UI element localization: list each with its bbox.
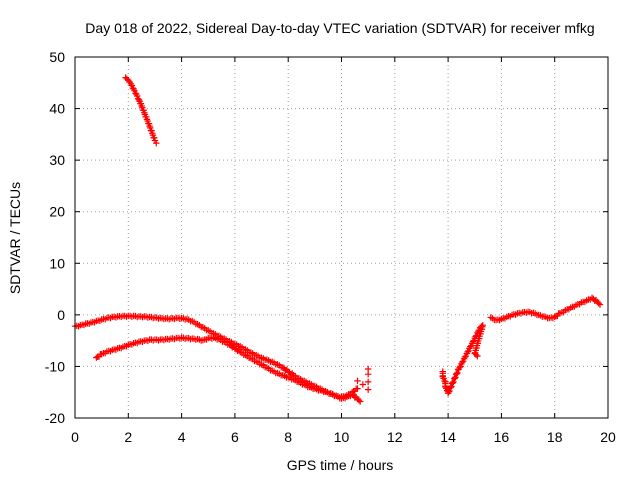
data-point bbox=[459, 358, 466, 366]
x-tick-label: 4 bbox=[178, 429, 186, 445]
data-point bbox=[448, 383, 455, 390]
y-tick-labels: -20 -10 0 10 20 30 40 50 bbox=[45, 49, 65, 426]
data-point bbox=[461, 353, 469, 361]
data-point bbox=[359, 381, 367, 388]
data-point bbox=[474, 352, 481, 360]
data-point bbox=[354, 377, 361, 385]
data-point bbox=[450, 378, 457, 386]
y-tick-label: -20 bbox=[45, 410, 65, 426]
x-tick-labels: 0 2 4 6 8 10 12 14 16 18 20 bbox=[71, 429, 616, 445]
x-axis-label: GPS time / hours bbox=[287, 457, 394, 473]
y-tick-label: -10 bbox=[45, 358, 65, 374]
data-point bbox=[448, 380, 456, 387]
data-point bbox=[454, 369, 461, 377]
data-point bbox=[595, 300, 602, 307]
data-point bbox=[453, 370, 460, 377]
grid bbox=[75, 57, 608, 418]
data-point bbox=[596, 301, 604, 308]
y-tick-label: 40 bbox=[49, 101, 65, 117]
y-tick-label: 30 bbox=[49, 152, 65, 168]
data-point bbox=[450, 375, 458, 383]
data-point bbox=[464, 348, 471, 356]
y-tick-label: 20 bbox=[49, 204, 65, 220]
data-point bbox=[446, 387, 453, 395]
x-tick-label: 0 bbox=[71, 429, 79, 445]
data-point bbox=[153, 139, 160, 147]
data-point bbox=[472, 351, 480, 359]
data-point bbox=[447, 383, 454, 391]
data-point bbox=[356, 398, 364, 405]
data-point bbox=[445, 388, 452, 395]
y-tick-label: 10 bbox=[49, 255, 65, 271]
x-tick-label: 2 bbox=[124, 429, 132, 445]
x-tick-label: 8 bbox=[284, 429, 292, 445]
y-axis-label: SDTVAR / TECUs bbox=[7, 182, 23, 294]
data-point bbox=[364, 378, 372, 386]
data-point bbox=[364, 386, 372, 393]
x-tick-label: 16 bbox=[494, 429, 510, 445]
chart-title: Day 018 of 2022, Sidereal Day-to-day VTE… bbox=[85, 20, 594, 36]
data-point bbox=[467, 343, 474, 350]
data-point bbox=[449, 379, 456, 386]
data-marks bbox=[71, 74, 604, 405]
data-point bbox=[446, 384, 454, 392]
ticks bbox=[74, 56, 609, 419]
data-point bbox=[364, 370, 372, 378]
x-tick-label: 18 bbox=[547, 429, 563, 445]
y-tick-label: 0 bbox=[57, 307, 65, 323]
data-point bbox=[452, 374, 459, 381]
data-point bbox=[355, 397, 363, 404]
x-tick-label: 12 bbox=[387, 429, 403, 445]
x-tick-label: 20 bbox=[600, 429, 616, 445]
data-point bbox=[452, 371, 460, 378]
x-tick-label: 14 bbox=[440, 429, 456, 445]
data-point bbox=[451, 374, 458, 382]
data-point bbox=[354, 385, 361, 392]
x-tick-label: 10 bbox=[334, 429, 350, 445]
y-tick-label: 50 bbox=[49, 49, 65, 65]
data-point bbox=[456, 364, 463, 371]
x-tick-label: 6 bbox=[231, 429, 239, 445]
